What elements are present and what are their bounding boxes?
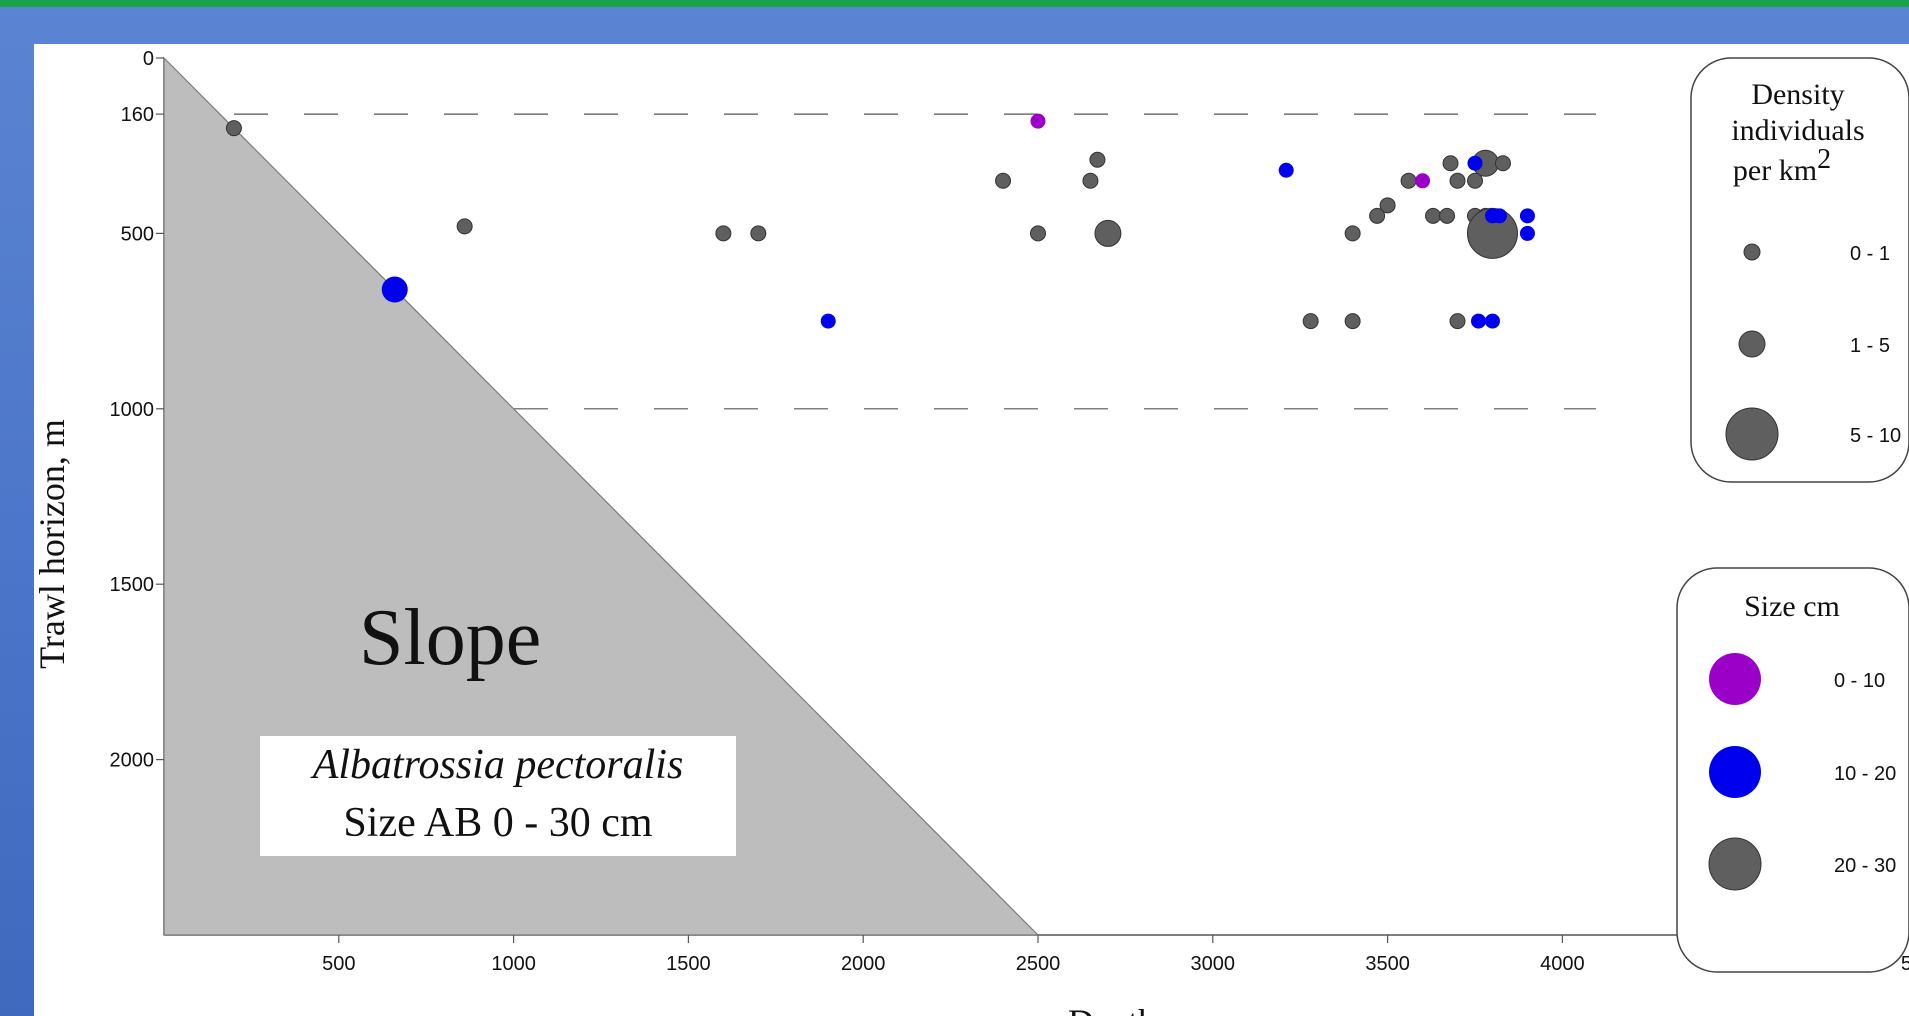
data-point — [1400, 172, 1417, 189]
data-point — [1491, 208, 1507, 224]
data-point — [456, 218, 473, 235]
scatter-chart: 5001000150020002500300035004000450050 01… — [34, 48, 1909, 1016]
data-point — [1089, 151, 1106, 168]
data-point — [1494, 155, 1511, 172]
size-legend-label-20-30: 20 - 30 — [1834, 855, 1896, 877]
data-point — [1344, 313, 1361, 330]
y-tick-label: 1000 — [110, 399, 155, 421]
density-legend-box — [1690, 57, 1909, 483]
size-legend-label-0-10: 0 - 10 — [1834, 670, 1885, 692]
data-point — [1369, 207, 1386, 224]
density-legend: Density individuals per km2 0 - 1 1 - 5 … — [1690, 57, 1909, 483]
y-tick-label: 160 — [121, 104, 154, 126]
data-point — [995, 172, 1012, 189]
size-legend-marker-0-10 — [1709, 653, 1761, 705]
data-point — [1278, 162, 1294, 178]
density-legend-title-superscript: 2 — [1817, 144, 1831, 175]
density-legend-title-line-3: per km2 — [1733, 144, 1831, 187]
data-point — [1484, 313, 1500, 329]
data-point — [1379, 197, 1396, 214]
y-tick-label: 0 — [143, 48, 154, 70]
data-point — [1442, 155, 1459, 172]
y-axis-title: Trawl horizon, m — [34, 419, 72, 669]
top-accent-bar — [0, 0, 1909, 7]
slope-label: Slope — [359, 594, 541, 682]
data-point — [1425, 207, 1442, 224]
data-point — [1344, 225, 1361, 242]
slope-region — [163, 56, 1040, 936]
y-tick-label: 500 — [121, 223, 154, 245]
x-tick-label: 3500 — [1365, 953, 1410, 975]
size-legend-label-10-20: 10 - 20 — [1834, 763, 1896, 785]
data-point — [1519, 225, 1535, 241]
data-points — [225, 113, 1535, 330]
x-tick-label: 2000 — [841, 953, 886, 975]
chart-panel: 5001000150020002500300035004000450050 01… — [34, 44, 1909, 1016]
size-color-legend: Size cm 0 - 10 10 - 20 20 - 30 — [1676, 567, 1909, 973]
species-name: Albatrossia pectoralis — [310, 742, 684, 788]
density-legend-label-medium: 1 - 5 — [1850, 335, 1890, 357]
data-point — [1519, 208, 1535, 224]
data-point — [1470, 313, 1486, 329]
data-point — [1094, 219, 1122, 247]
data-point — [1449, 313, 1466, 330]
x-axis-title: Depth, m — [1068, 1002, 1202, 1016]
data-point — [1449, 172, 1466, 189]
data-point — [1415, 173, 1431, 189]
size-legend-marker-10-20 — [1709, 746, 1761, 798]
density-legend-title-line-1: Density — [1751, 78, 1844, 111]
x-tick-label: 4000 — [1540, 953, 1585, 975]
y-tick-label: 1500 — [110, 574, 155, 596]
data-point — [750, 225, 767, 242]
x-tick-label: 50 — [1901, 953, 1909, 975]
data-point — [1467, 155, 1483, 171]
data-point — [381, 276, 408, 303]
x-tick-label: 1000 — [491, 953, 536, 975]
data-point — [820, 313, 836, 329]
density-legend-label-small: 0 - 1 — [1850, 243, 1890, 265]
density-legend-title-unit: per km — [1733, 154, 1817, 187]
x-tick-label: 3000 — [1191, 953, 1236, 975]
size-range-text: Size AB 0 - 30 cm — [343, 800, 652, 846]
size-legend-title: Size cm — [1744, 590, 1840, 623]
data-point — [715, 225, 732, 242]
density-legend-marker-medium — [1738, 330, 1766, 358]
x-axis-ticks: 5001000150020002500300035004000450050 — [322, 935, 1909, 975]
x-tick-label: 500 — [322, 953, 355, 975]
x-tick-label: 1500 — [666, 953, 711, 975]
size-legend-marker-20-30 — [1708, 837, 1762, 891]
data-point — [1030, 113, 1046, 129]
x-tick-label: 2500 — [1016, 953, 1061, 975]
data-point — [225, 120, 242, 137]
species-annotation-box — [260, 736, 736, 856]
data-point — [1439, 207, 1456, 224]
density-legend-marker-small — [1743, 243, 1761, 261]
density-legend-label-large: 5 - 10 — [1850, 425, 1901, 447]
y-axis-ticks: 0 160 500 1000 1500 2000 — [110, 48, 164, 772]
data-point — [1302, 313, 1319, 330]
y-tick-label: 2000 — [110, 750, 155, 772]
data-point — [1467, 172, 1483, 189]
density-legend-title-line-2: individuals — [1731, 114, 1864, 147]
data-point — [1030, 225, 1046, 242]
density-legend-marker-large — [1725, 407, 1779, 461]
data-point — [1082, 172, 1099, 189]
